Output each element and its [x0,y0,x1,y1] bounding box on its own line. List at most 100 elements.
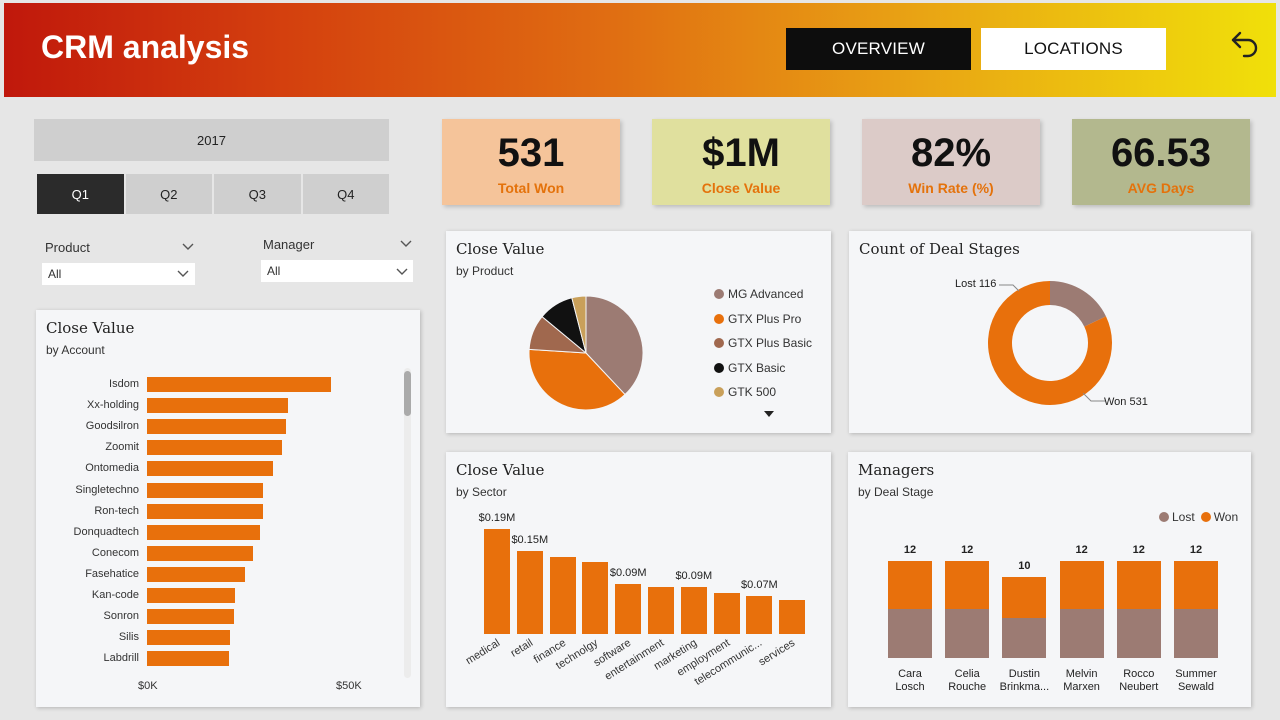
kpi-value: 82% [910,131,992,175]
card-title: Close Value [456,240,545,258]
x-axis-max-label: $50K [336,680,362,692]
sector-bar[interactable] [779,599,806,634]
account-bar[interactable] [147,398,289,414]
sector-bar[interactable] [582,562,609,634]
manager-dropdown[interactable]: All [261,260,413,282]
manager-won-bar[interactable] [1002,577,1047,618]
scrollbar-thumb[interactable] [404,371,411,416]
managers-chart-card: Managers by Deal Stage Lost Won 12 Cara Lo… [848,452,1251,707]
donut-segment[interactable] [1050,281,1106,327]
pie-slice[interactable] [571,295,587,354]
account-category-label: Goodsilron [85,420,139,433]
quarter-button-q1[interactable]: Q1 [37,174,124,214]
manager-lost-bar[interactable] [945,609,990,658]
pie-slice[interactable] [528,348,626,411]
managers-legend: Lost Won [1159,510,1238,524]
manager-total-label: 12 [903,543,917,556]
account-category-label: Donquadtech [73,525,139,538]
chevron-down-icon[interactable] [395,267,409,277]
deal-stages-donut-chart [988,281,1112,405]
kpi-value: $1M [702,131,780,175]
quarter-button-q3[interactable]: Q3 [214,174,301,214]
quarter-button-q2[interactable]: Q2 [125,174,212,214]
legend-label: GTK 500 [728,385,777,399]
manager-won-bar[interactable] [888,560,932,610]
legend-item[interactable]: MG Advanced [714,287,803,301]
legend-dot [714,289,724,299]
card-subtitle: by Sector [456,485,507,499]
account-category-label: Ron-tech [94,504,139,517]
quarter-button-q4[interactable]: Q4 [302,174,389,214]
locations-button[interactable]: LOCATIONS [981,28,1166,70]
account-category-label: Sonron [103,610,139,623]
account-bar[interactable] [147,524,261,540]
manager-won-bar[interactable] [1174,560,1218,610]
manager-name-label: Dustin Brinkma... [994,668,1054,694]
sector-chart-card: Close Value by Sector $0.19M medical $0.15… [446,452,831,707]
scrollbar[interactable] [404,368,411,678]
account-bar[interactable] [147,482,263,498]
quarter-slicer: Q1 Q2 Q3 Q4 [37,174,389,214]
won-count-label: Won 531 [1104,396,1148,408]
sector-data-label: $0.09M [609,567,647,580]
manager-filter-label: Manager [263,237,315,252]
account-bar[interactable] [147,651,230,667]
account-bar[interactable] [147,461,274,477]
kpi-label: Total Won [497,180,565,196]
manager-won-bar[interactable] [1116,560,1161,610]
manager-total-label: 12 [1189,543,1203,556]
manager-lost-bar[interactable] [1174,609,1218,658]
sector-bar[interactable] [713,592,740,634]
sector-data-label: $0.07M [741,579,778,592]
manager-total-label: 12 [1075,543,1088,556]
card-subtitle: by Account [46,343,105,357]
account-bar[interactable] [147,566,246,582]
manager-lost-bar[interactable] [888,609,932,658]
card-title: Close Value [46,319,135,337]
account-bar[interactable] [147,419,287,435]
account-bar[interactable] [147,545,254,561]
sector-bar[interactable] [648,587,674,634]
account-bar[interactable] [147,503,263,519]
manager-lost-bar[interactable] [1116,609,1161,658]
chevron-down-icon[interactable] [399,239,413,249]
sector-bar[interactable] [549,556,576,634]
sector-bar[interactable] [746,596,773,634]
account-bar[interactable] [147,377,332,392]
legend-item[interactable]: GTK 500 [714,385,776,399]
account-category-label: Silis [118,631,139,644]
lost-count-label: Lost 116 [955,278,997,290]
legend-dot [714,338,724,348]
year-slicer-button[interactable]: 2017 [34,119,389,161]
back-arrow-icon[interactable] [1228,27,1262,61]
x-axis-min-label: $0K [138,680,158,692]
chevron-down-icon[interactable] [176,269,190,279]
legend-item[interactable]: GTX Plus Basic [714,336,812,350]
overview-button[interactable]: OVERVIEW [786,28,971,70]
account-bar[interactable] [147,630,231,646]
account-bar[interactable] [147,440,282,456]
chevron-down-icon[interactable] [181,242,195,252]
manager-won-bar[interactable] [945,560,990,610]
product-dropdown[interactable]: All [42,263,195,285]
manager-won-bar[interactable] [1059,560,1104,610]
legend-item[interactable]: GTX Plus Pro [714,312,801,326]
pie-slice[interactable] [585,295,644,396]
sector-bar[interactable] [516,551,543,634]
sector-bar[interactable] [484,529,510,634]
manager-name-label: Cara Losch [880,668,940,694]
manager-lost-bar[interactable] [1002,617,1047,658]
manager-lost-bar[interactable] [1059,609,1104,658]
sector-data-label: $0.19M [478,512,516,524]
manager-name-line: Neubert [1119,681,1159,693]
donut-segment[interactable] [988,281,1112,405]
sector-bar[interactable] [615,584,642,634]
caret-down-icon[interactable] [763,410,775,418]
legend-item[interactable]: GTX Basic [714,361,785,375]
legend-dot [714,362,724,373]
sector-bar[interactable] [680,587,707,634]
account-bar[interactable] [147,609,234,625]
manager-name-line: Rocco [1123,668,1155,680]
manager-name-line: Sewald [1177,681,1215,693]
account-bar[interactable] [147,588,235,603]
